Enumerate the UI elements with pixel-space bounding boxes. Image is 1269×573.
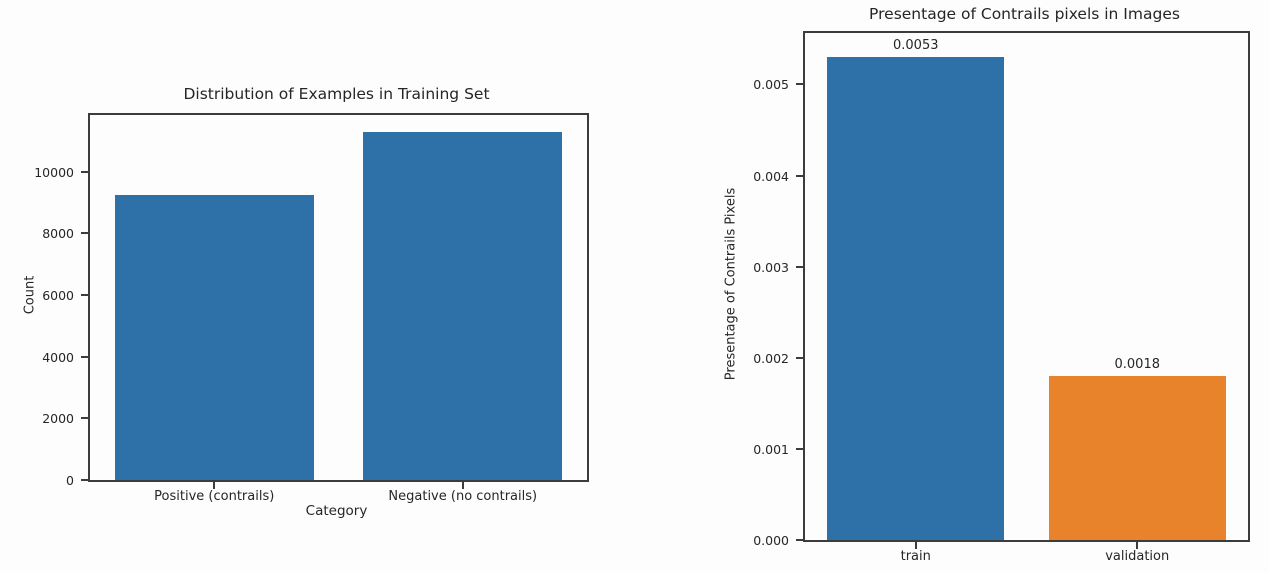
x-axis-label: Category [305, 503, 368, 519]
y-tick-label: 8000 [42, 226, 74, 242]
y-tick-label: 0.002 [753, 350, 789, 366]
y-tick-label: 6000 [42, 287, 74, 303]
y-tick-mark [796, 83, 803, 86]
bar [114, 195, 314, 480]
bar-value-label: 0.0053 [893, 38, 939, 54]
bar [363, 132, 563, 480]
y-tick-label: 2000 [42, 411, 74, 427]
y-tick-label: 0.004 [753, 168, 789, 184]
bar [1048, 376, 1226, 540]
y-tick-label: 10000 [34, 164, 74, 180]
y-tick-mark [796, 539, 803, 541]
chart-title: Presentage of Contrails pixels in Images [869, 5, 1180, 23]
x-tick-mark [213, 482, 216, 489]
bar-value-label: 0.0018 [1114, 357, 1161, 373]
y-tick-mark [81, 232, 88, 235]
plot-area: 0 2000 4000 6000 8000 10000 Positive (contrail… [34, 113, 589, 504]
y-tick-mark [796, 265, 803, 268]
y-tick-label: 0.001 [753, 441, 789, 457]
y-tick-mark [796, 447, 803, 450]
y-tick-mark [81, 293, 88, 296]
x-tick-mark [461, 482, 464, 489]
y-tick-mark [81, 417, 88, 420]
y-tick-mark [81, 355, 88, 358]
x-tick-mark [914, 542, 917, 549]
plot-area: 0.000 0.001 0.002 0.003 0.004 0.005 train 0.005… [753, 31, 1250, 564]
y-tick-mark [796, 356, 803, 359]
y-tick-mark [81, 479, 88, 481]
x-tick-label: validation [1105, 549, 1170, 564]
y-tick-label: 0 [66, 473, 74, 488]
chart-title: Distribution of Examples in Training Set [183, 85, 490, 103]
x-tick-label: Negative (no contrails) [388, 489, 538, 504]
x-tick-label: Positive (contrails) [154, 489, 275, 504]
y-tick-mark [796, 174, 803, 177]
y-tick-label: 4000 [42, 349, 74, 365]
bar [827, 57, 1005, 540]
y-tick-mark [81, 170, 88, 173]
y-tick-label: 0.000 [753, 533, 789, 548]
y-tick-label: 0.003 [753, 259, 789, 275]
x-tick-mark [1136, 542, 1139, 549]
y-tick-label: 0.005 [753, 77, 789, 93]
x-tick-label: train [900, 549, 931, 564]
